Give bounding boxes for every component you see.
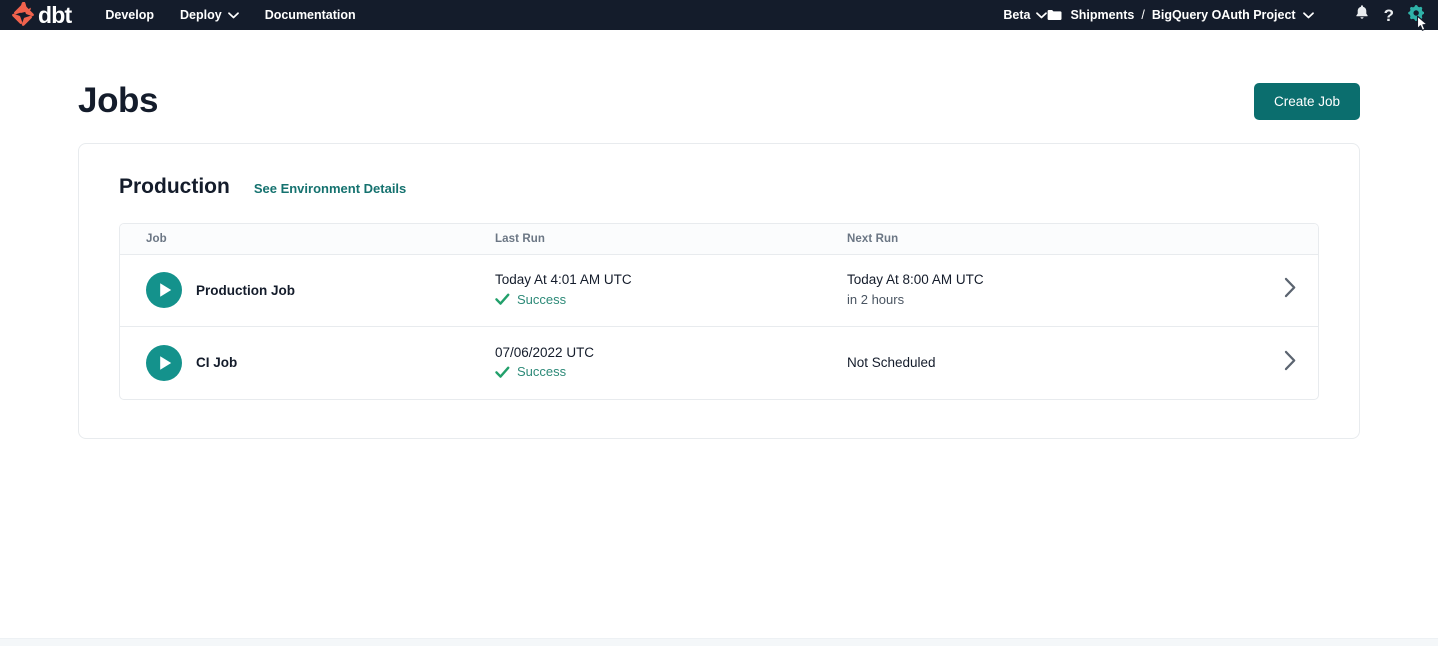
environment-card-header: Production See Environment Details (119, 176, 1319, 197)
navbar-left-group: dbt Develop Deploy Documentation (10, 1, 382, 28)
next-run-cell: Not Scheduled (847, 353, 1262, 373)
breadcrumb: Shipments / BigQuery OAuth Project (1047, 8, 1314, 22)
gear-icon (1408, 4, 1426, 27)
question-mark-icon: ? (1383, 5, 1394, 25)
footer-sliver (0, 638, 1438, 646)
next-run-timestamp: Not Scheduled (847, 354, 936, 370)
dbt-logo[interactable]: dbt (10, 1, 72, 28)
bell-icon (1354, 4, 1370, 26)
help-button[interactable]: ? (1384, 7, 1394, 24)
status-label: Success (517, 364, 567, 380)
job-cell: Production Job (120, 272, 495, 308)
notifications-button[interactable] (1354, 4, 1370, 26)
row-expand-button[interactable] (1262, 277, 1318, 303)
chevron-down-icon[interactable] (1302, 8, 1314, 22)
page-header: Jobs Create Job (78, 30, 1360, 143)
next-run-cell: Today At 8:00 AM UTC in 2 hours (847, 270, 1262, 310)
chevron-right-icon (1284, 350, 1297, 376)
status-badge: Success (495, 362, 847, 382)
status-badge: Success (495, 290, 847, 310)
chevron-right-icon (1284, 277, 1297, 303)
job-cell: CI Job (120, 344, 495, 381)
chevron-down-icon (1036, 11, 1048, 19)
table-row[interactable]: CI Job 07/06/2022 UTC Success Not Schedu… (120, 327, 1318, 399)
last-run-cell: Today At 4:01 AM UTC Success (495, 270, 847, 310)
breadcrumb-account[interactable]: Shipments (1070, 8, 1135, 22)
folder-icon (1047, 9, 1062, 21)
last-run-timestamp: 07/06/2022 UTC (495, 344, 595, 360)
beta-dropdown[interactable]: Beta (1003, 8, 1048, 22)
page-container: Jobs Create Job Production See Environme… (0, 30, 1438, 439)
beta-dropdown-label: Beta (1003, 8, 1031, 22)
see-environment-details-link[interactable]: See Environment Details (253, 180, 407, 196)
dbt-logo-wordmark: dbt (38, 1, 72, 28)
jobs-table: Job Last Run Next Run Production Job (119, 222, 1319, 400)
status-label: Success (517, 291, 567, 307)
breadcrumb-separator: / (1141, 8, 1145, 22)
last-run-cell: 07/06/2022 UTC Success (495, 343, 847, 383)
nav-item-deploy-label: Deploy (180, 8, 222, 22)
environment-name: Production (119, 174, 230, 198)
table-row[interactable]: Production Job Today At 4:01 AM UTC Succ… (120, 255, 1318, 327)
last-run-timestamp: Today At 4:01 AM UTC (495, 272, 632, 288)
job-name: CI Job (196, 355, 238, 370)
page-title: Jobs (78, 81, 159, 120)
check-icon (495, 366, 510, 379)
create-job-button[interactable]: Create Job (1253, 82, 1360, 120)
column-header-job: Job (146, 232, 167, 245)
nav-item-documentation-label: Documentation (264, 8, 356, 22)
job-name: Production Job (196, 282, 295, 298)
settings-button[interactable] (1408, 4, 1428, 31)
column-header-last-run: Last Run (495, 232, 545, 245)
nav-item-deploy[interactable]: Deploy (180, 8, 239, 22)
next-run-relative: in 2 hours (847, 291, 905, 307)
dbt-logo-mark-icon (10, 1, 36, 28)
column-header-next-run: Next Run (847, 232, 899, 245)
nav-item-documentation[interactable]: Documentation (265, 8, 356, 22)
row-expand-button[interactable] (1262, 350, 1318, 376)
play-circle-icon[interactable] (146, 344, 182, 381)
play-circle-icon[interactable] (146, 272, 182, 308)
navbar-right-group: Beta Shipments / BigQuery OAuth Project (1003, 4, 1428, 31)
nav-item-develop-label: Develop (105, 8, 154, 22)
nav-item-develop[interactable]: Develop (105, 8, 154, 22)
environment-card: Production See Environment Details Job L… (78, 142, 1360, 439)
check-icon (495, 293, 510, 306)
chevron-down-icon (227, 11, 239, 19)
top-navbar: dbt Develop Deploy Documentation Beta Sh (0, 0, 1438, 31)
breadcrumb-project[interactable]: BigQuery OAuth Project (1151, 8, 1296, 22)
table-header-row: Job Last Run Next Run (120, 223, 1318, 255)
next-run-timestamp: Today At 8:00 AM UTC (847, 272, 984, 288)
